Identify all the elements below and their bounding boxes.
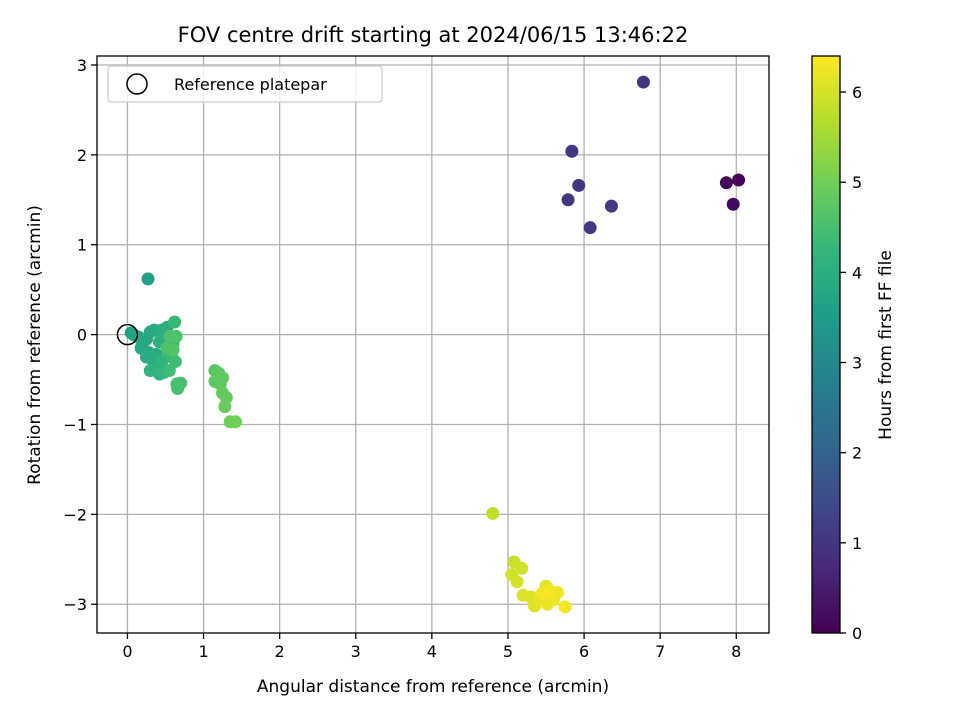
colorbar: [812, 56, 840, 633]
x-tick-label: 7: [655, 642, 665, 661]
data-point: [141, 272, 155, 286]
data-points: [124, 75, 746, 614]
chart-title: FOV centre drift starting at 2024/06/15 …: [178, 23, 689, 47]
data-point: [229, 415, 243, 429]
data-point: [216, 371, 230, 385]
data-point: [166, 343, 180, 357]
reference-point-marker: [116, 323, 139, 346]
colorbar-label: Hours from first FF file: [876, 250, 896, 440]
data-point: [169, 329, 183, 343]
legend-marker-icon: [126, 73, 148, 95]
data-point: [139, 350, 153, 364]
data-point: [168, 355, 182, 369]
legend: Reference platepar: [107, 65, 383, 103]
data-point: [604, 199, 618, 213]
data-point: [152, 367, 166, 381]
colorbar-ticks: 0 1 2 3 4 5 6: [840, 83, 862, 643]
colorbar-tick-label: 0: [852, 624, 862, 643]
data-point: [171, 382, 185, 396]
x-tick-label: 8: [731, 642, 741, 661]
colorbar-tick-label: 3: [852, 354, 862, 373]
colorbar-tick-label: 2: [852, 444, 862, 463]
y-tick-label: 3: [77, 56, 87, 75]
data-point: [168, 315, 182, 329]
y-tick-label: 1: [77, 236, 87, 255]
y-tick-label: −3: [63, 595, 87, 614]
colorbar-frame: [811, 55, 841, 634]
y-tick-label: −2: [63, 505, 87, 524]
colorbar-tick-label: 1: [852, 534, 862, 553]
y-axis-ticks: −3 −2 −1 0 1 2 3: [63, 56, 97, 614]
data-point: [726, 197, 740, 211]
x-tick-label: 0: [122, 642, 132, 661]
data-point: [719, 176, 733, 190]
data-point: [572, 178, 586, 192]
data-point: [565, 144, 579, 158]
x-axis-label: Angular distance from reference (arcmin): [257, 677, 609, 697]
y-tick-label: 0: [77, 326, 87, 345]
colorbar-tick-label: 5: [852, 173, 862, 192]
colorbar-tick-label: 6: [852, 83, 862, 102]
x-tick-label: 1: [198, 642, 208, 661]
grid-lines: [97, 56, 769, 633]
x-tick-label: 4: [427, 642, 437, 661]
plot-frame: [96, 55, 770, 634]
data-point: [510, 575, 524, 589]
x-tick-label: 5: [503, 642, 513, 661]
x-tick-label: 2: [275, 642, 285, 661]
data-point: [543, 584, 557, 598]
x-axis-ticks: 0 1 2 3 4 5 6 7 8: [122, 633, 741, 661]
x-tick-label: 3: [351, 642, 361, 661]
data-point: [732, 173, 746, 187]
legend-label: Reference platepar: [174, 75, 327, 94]
plot-area: [97, 56, 769, 633]
data-point: [558, 600, 572, 614]
data-point: [561, 193, 575, 207]
reference-marker-layer: [116, 323, 139, 346]
colorbar-tick-label: 4: [852, 263, 862, 282]
data-point: [155, 355, 169, 369]
data-point: [218, 400, 232, 414]
data-point: [486, 506, 500, 520]
legend-box: [107, 65, 383, 103]
data-point: [636, 75, 650, 89]
y-axis-label: Rotation from reference (arcmin): [25, 205, 45, 485]
y-tick-label: −1: [63, 415, 87, 434]
data-point: [583, 221, 597, 235]
data-point: [515, 561, 529, 575]
y-tick-label: 2: [77, 146, 87, 165]
x-tick-label: 6: [579, 642, 589, 661]
